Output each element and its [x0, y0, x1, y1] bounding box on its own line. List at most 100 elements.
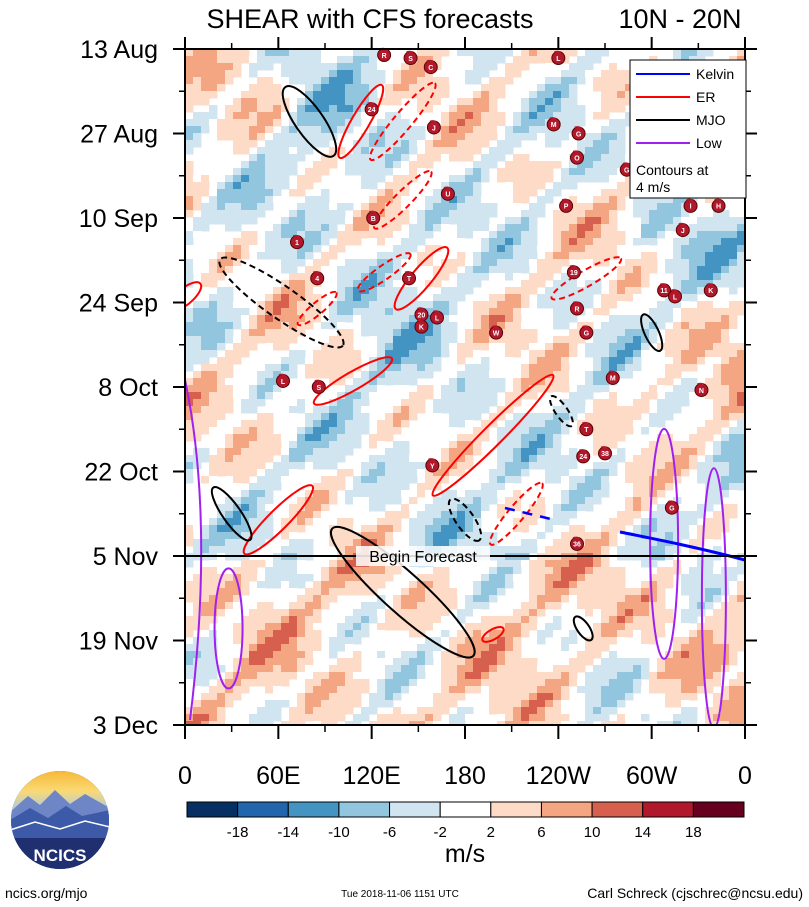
- contour-11: [242, 484, 315, 556]
- y-tick-label-3: 24 Sep: [79, 290, 158, 318]
- storm-marker-36: Y: [425, 458, 440, 473]
- tropical-cyclone-markers: R S C L 24 J M G O G U P I H B J 1 19 4 T 11 L K 20 L K R W G L S M N T 38…: [276, 47, 726, 551]
- colorbar-label-1: -14: [277, 824, 299, 841]
- storm-label-7: G: [576, 131, 582, 138]
- contour-1: [337, 83, 385, 160]
- colorbar-swatch-10: [692, 801, 745, 818]
- storm-marker-16: 1: [290, 234, 304, 250]
- legend-note-line2: 4 m/s: [636, 179, 670, 195]
- storm-label-17: 19: [570, 270, 578, 277]
- storm-label-22: K: [708, 288, 713, 295]
- y-tick-label-2: 10 Sep: [79, 205, 158, 233]
- storm-label-20: 11: [660, 288, 668, 295]
- colorbar-swatch-0: [186, 801, 239, 818]
- storm-marker-27: W: [489, 325, 504, 340]
- storm-label-5: J: [432, 125, 436, 132]
- colorbar-swatch-1: [237, 801, 289, 818]
- x-tick-label-3: 180: [444, 762, 486, 790]
- storm-label-8: O: [574, 155, 580, 162]
- contour-9: [431, 373, 555, 497]
- storm-marker-29: L: [276, 373, 290, 388]
- y-tick-label-4: 8 Oct: [98, 374, 158, 402]
- contour-18: [640, 313, 664, 353]
- legend-note-line1: Contours at: [636, 162, 708, 178]
- ncics-logo: NCICS: [11, 771, 109, 869]
- colorbar-label-9: 18: [685, 824, 702, 841]
- storm-label-21: L: [673, 294, 678, 301]
- x-tick-label-1: 60E: [256, 762, 300, 790]
- storm-marker-23: 20: [414, 307, 429, 322]
- storm-marker-22: K: [703, 283, 718, 298]
- storm-label-4: 24: [368, 107, 376, 114]
- contour-3: [372, 170, 433, 230]
- contour-16: [481, 626, 505, 643]
- storm-marker-11: P: [559, 198, 574, 213]
- storm-marker-7: G: [571, 126, 586, 141]
- contour-0: [281, 85, 338, 158]
- colorbar-swatch-8: [591, 801, 644, 818]
- storm-label-38: 36: [573, 542, 581, 549]
- contour-10: [549, 395, 574, 428]
- storm-label-18: 4: [315, 276, 319, 283]
- low-contour-edge: [185, 379, 203, 721]
- footer-right: Carl Schreck (cjschrec@ncsu.edu): [587, 885, 803, 901]
- storm-label-0: R: [382, 53, 387, 60]
- y-tick-label-1: 27 Aug: [80, 121, 158, 149]
- storm-label-16: 1: [295, 240, 299, 247]
- storm-marker-6: M: [546, 117, 561, 132]
- colorbar-swatch-9: [642, 801, 694, 818]
- y-axis: 13 Aug 27 Aug 10 Sep 24 Sep 8 Oct 22 Oct 5 Nov…: [79, 36, 757, 740]
- begin-forecast-label: Begin Forecast: [369, 549, 477, 566]
- contour-19: [550, 256, 623, 301]
- colorbar-swatch-4: [389, 801, 441, 818]
- contour-15: [329, 525, 476, 659]
- storm-marker-31: M: [605, 370, 620, 385]
- colorbar-label-5: 2: [487, 824, 495, 841]
- storm-marker-0: R: [377, 47, 392, 63]
- y-tick-label-0: 13 Aug: [80, 36, 158, 64]
- colorbar-label-3: -6: [383, 824, 396, 841]
- storm-marker-37: G: [664, 500, 679, 515]
- y-tick-label-6: 5 Nov: [93, 543, 159, 571]
- x-tick-label-0: 0: [178, 762, 192, 790]
- storm-label-15: J: [681, 228, 685, 235]
- logo-text: NCICS: [34, 846, 87, 865]
- x-tick-label-2: 120E: [342, 762, 400, 790]
- legend-label-0: Kelvin: [696, 66, 734, 82]
- low-contour-2: [213, 567, 244, 690]
- storm-label-2: C: [428, 65, 433, 72]
- storm-marker-24: L: [430, 310, 444, 325]
- colorbar-label-4: -2: [434, 824, 447, 841]
- storm-marker-26: R: [570, 301, 584, 316]
- storm-label-32: N: [699, 388, 704, 395]
- storm-label-33: T: [584, 427, 589, 434]
- storm-marker-15: J: [675, 222, 690, 238]
- storm-label-24: L: [435, 315, 440, 322]
- colorbar-swatch-3: [338, 801, 391, 818]
- colorbar-swatch-5: [439, 801, 492, 818]
- storm-label-1: S: [408, 56, 413, 63]
- footer-center: Tue 2018-11-06 1151 UTC: [341, 889, 459, 900]
- begin-forecast-label-bg: [356, 546, 490, 566]
- storm-marker-3: L: [551, 50, 566, 66]
- storm-label-30: S: [316, 385, 321, 392]
- x-tick-label-4: 120W: [526, 762, 592, 790]
- storm-marker-8: O: [570, 150, 584, 165]
- contour-5: [393, 246, 450, 311]
- storm-marker-12: I: [683, 198, 698, 213]
- storm-label-37: G: [669, 506, 675, 513]
- storm-marker-19: T: [402, 271, 416, 286]
- storm-label-23: 20: [418, 312, 426, 319]
- storm-marker-5: J: [426, 120, 441, 135]
- contour-13: [447, 497, 483, 542]
- storm-label-13: H: [716, 204, 721, 211]
- colorbar-swatch-2: [287, 801, 340, 818]
- storm-marker-30: S: [311, 379, 326, 394]
- storm-marker-32: N: [694, 382, 709, 398]
- colorbar-label-0: -18: [227, 824, 249, 841]
- storm-label-6: M: [551, 122, 557, 129]
- footer-left: ncics.org/mjo: [5, 885, 88, 901]
- contour-8: [312, 356, 394, 406]
- storm-label-27: W: [493, 330, 500, 337]
